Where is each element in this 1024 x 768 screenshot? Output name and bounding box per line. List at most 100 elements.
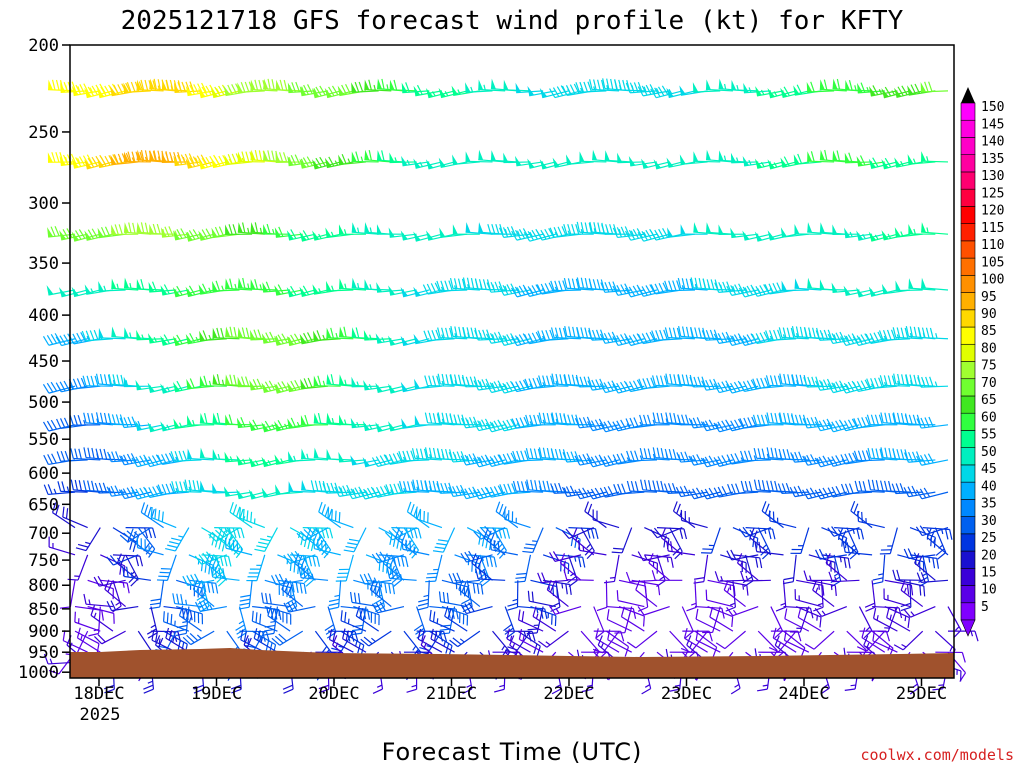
colorbar-segment bbox=[960, 499, 976, 517]
wind-barb bbox=[599, 380, 632, 394]
wind-barb bbox=[326, 373, 354, 387]
wind-barb bbox=[921, 222, 949, 235]
wind-barb bbox=[736, 553, 759, 581]
wind-barb bbox=[892, 327, 923, 340]
wind-barb bbox=[449, 278, 480, 291]
wind-barb bbox=[546, 579, 569, 608]
wind-barb bbox=[465, 222, 493, 235]
wind-barb bbox=[122, 566, 151, 581]
colorbar-label: 120 bbox=[981, 204, 1004, 219]
wind-barb bbox=[828, 571, 860, 583]
colorbar-segment bbox=[960, 257, 976, 276]
wind-barb bbox=[900, 580, 924, 608]
wind-barb bbox=[550, 327, 582, 340]
wind-barb bbox=[626, 630, 658, 649]
colorbar-label: 140 bbox=[981, 135, 1004, 150]
wind-barb bbox=[879, 375, 911, 387]
wind-barb bbox=[807, 151, 835, 163]
wind-barb bbox=[639, 448, 670, 461]
x-tick-label: 21DEC bbox=[426, 684, 477, 704]
wind-barb bbox=[775, 580, 787, 612]
wind-barb bbox=[530, 605, 557, 627]
wind-barb bbox=[56, 450, 88, 462]
wind-barb bbox=[385, 483, 417, 495]
wind-barb bbox=[264, 605, 292, 625]
wind-barb bbox=[489, 539, 518, 556]
wind-barb bbox=[51, 502, 76, 529]
wind-barb bbox=[149, 580, 165, 610]
wind-barb bbox=[281, 579, 304, 608]
wind-barb bbox=[355, 605, 379, 632]
colorbar-label: 60 bbox=[981, 410, 997, 425]
wind-barb bbox=[359, 573, 392, 585]
wind-barb bbox=[738, 333, 772, 347]
wind-barb bbox=[340, 610, 367, 632]
wind-barb bbox=[549, 226, 582, 238]
wind-barb bbox=[781, 280, 809, 292]
wind-barb bbox=[688, 487, 721, 500]
y-tick-label: 550 bbox=[28, 430, 59, 450]
wind-barb bbox=[438, 591, 468, 608]
wind-barb bbox=[532, 606, 557, 632]
wind-barb bbox=[318, 501, 342, 529]
wind-barb bbox=[298, 567, 329, 581]
wind-barb bbox=[94, 630, 126, 645]
wind-barb bbox=[371, 601, 405, 614]
wind-barb bbox=[858, 606, 873, 639]
wind-barb bbox=[600, 281, 632, 293]
wind-barb bbox=[313, 330, 341, 342]
wind-barb bbox=[225, 224, 253, 235]
wind-barb bbox=[460, 602, 493, 615]
wind-barb bbox=[917, 376, 949, 388]
wind-barb bbox=[337, 84, 367, 97]
wind-barb bbox=[612, 453, 645, 465]
wind-barb bbox=[499, 483, 531, 495]
wind-barb bbox=[803, 376, 835, 388]
wind-barb bbox=[790, 527, 810, 555]
x-tick-label: 24DEC bbox=[778, 684, 829, 704]
wind-barb bbox=[452, 154, 480, 166]
wind-barb bbox=[914, 553, 936, 581]
y-tick-label: 450 bbox=[28, 352, 59, 372]
colorbar-segment bbox=[960, 171, 976, 190]
wind-barb bbox=[612, 283, 645, 296]
colorbar-segment bbox=[960, 240, 976, 259]
wind-barb bbox=[652, 412, 683, 426]
wind-barb bbox=[872, 630, 898, 653]
wind-barb bbox=[705, 589, 734, 608]
wind-barb bbox=[892, 569, 923, 581]
wind-barb bbox=[478, 79, 506, 92]
wind-barb bbox=[351, 222, 379, 235]
wind-barb bbox=[796, 579, 825, 596]
colorbar-segment bbox=[960, 206, 976, 224]
wind-barb bbox=[98, 327, 126, 340]
wind-barb bbox=[527, 590, 556, 608]
wind-barb bbox=[739, 450, 771, 462]
wind-barb bbox=[140, 502, 164, 529]
wind-barb bbox=[920, 81, 949, 93]
wind-barb bbox=[804, 630, 835, 650]
wind-barb bbox=[288, 481, 316, 493]
wind-barb bbox=[399, 480, 430, 493]
wind-barb bbox=[549, 551, 582, 562]
wind-barb bbox=[765, 375, 797, 387]
wind-barb bbox=[214, 526, 245, 539]
wind-barb bbox=[194, 600, 227, 612]
wind-barb bbox=[947, 630, 979, 642]
wind-barb bbox=[726, 333, 759, 347]
wind-barb bbox=[766, 412, 797, 426]
wind-barb bbox=[95, 373, 126, 387]
wind-barb bbox=[814, 455, 847, 468]
wind-barb bbox=[864, 580, 876, 612]
wind-barb bbox=[517, 630, 541, 657]
wind-barb bbox=[283, 600, 316, 613]
wind-barb bbox=[563, 374, 594, 387]
wind-barb bbox=[225, 278, 253, 291]
wind-barb bbox=[777, 483, 809, 495]
wind-barb bbox=[413, 286, 443, 298]
wind-barb bbox=[715, 630, 746, 650]
wind-barb bbox=[104, 579, 126, 608]
wind-barb bbox=[693, 151, 721, 163]
wind-barb bbox=[921, 277, 949, 291]
wind-barb bbox=[485, 454, 518, 468]
